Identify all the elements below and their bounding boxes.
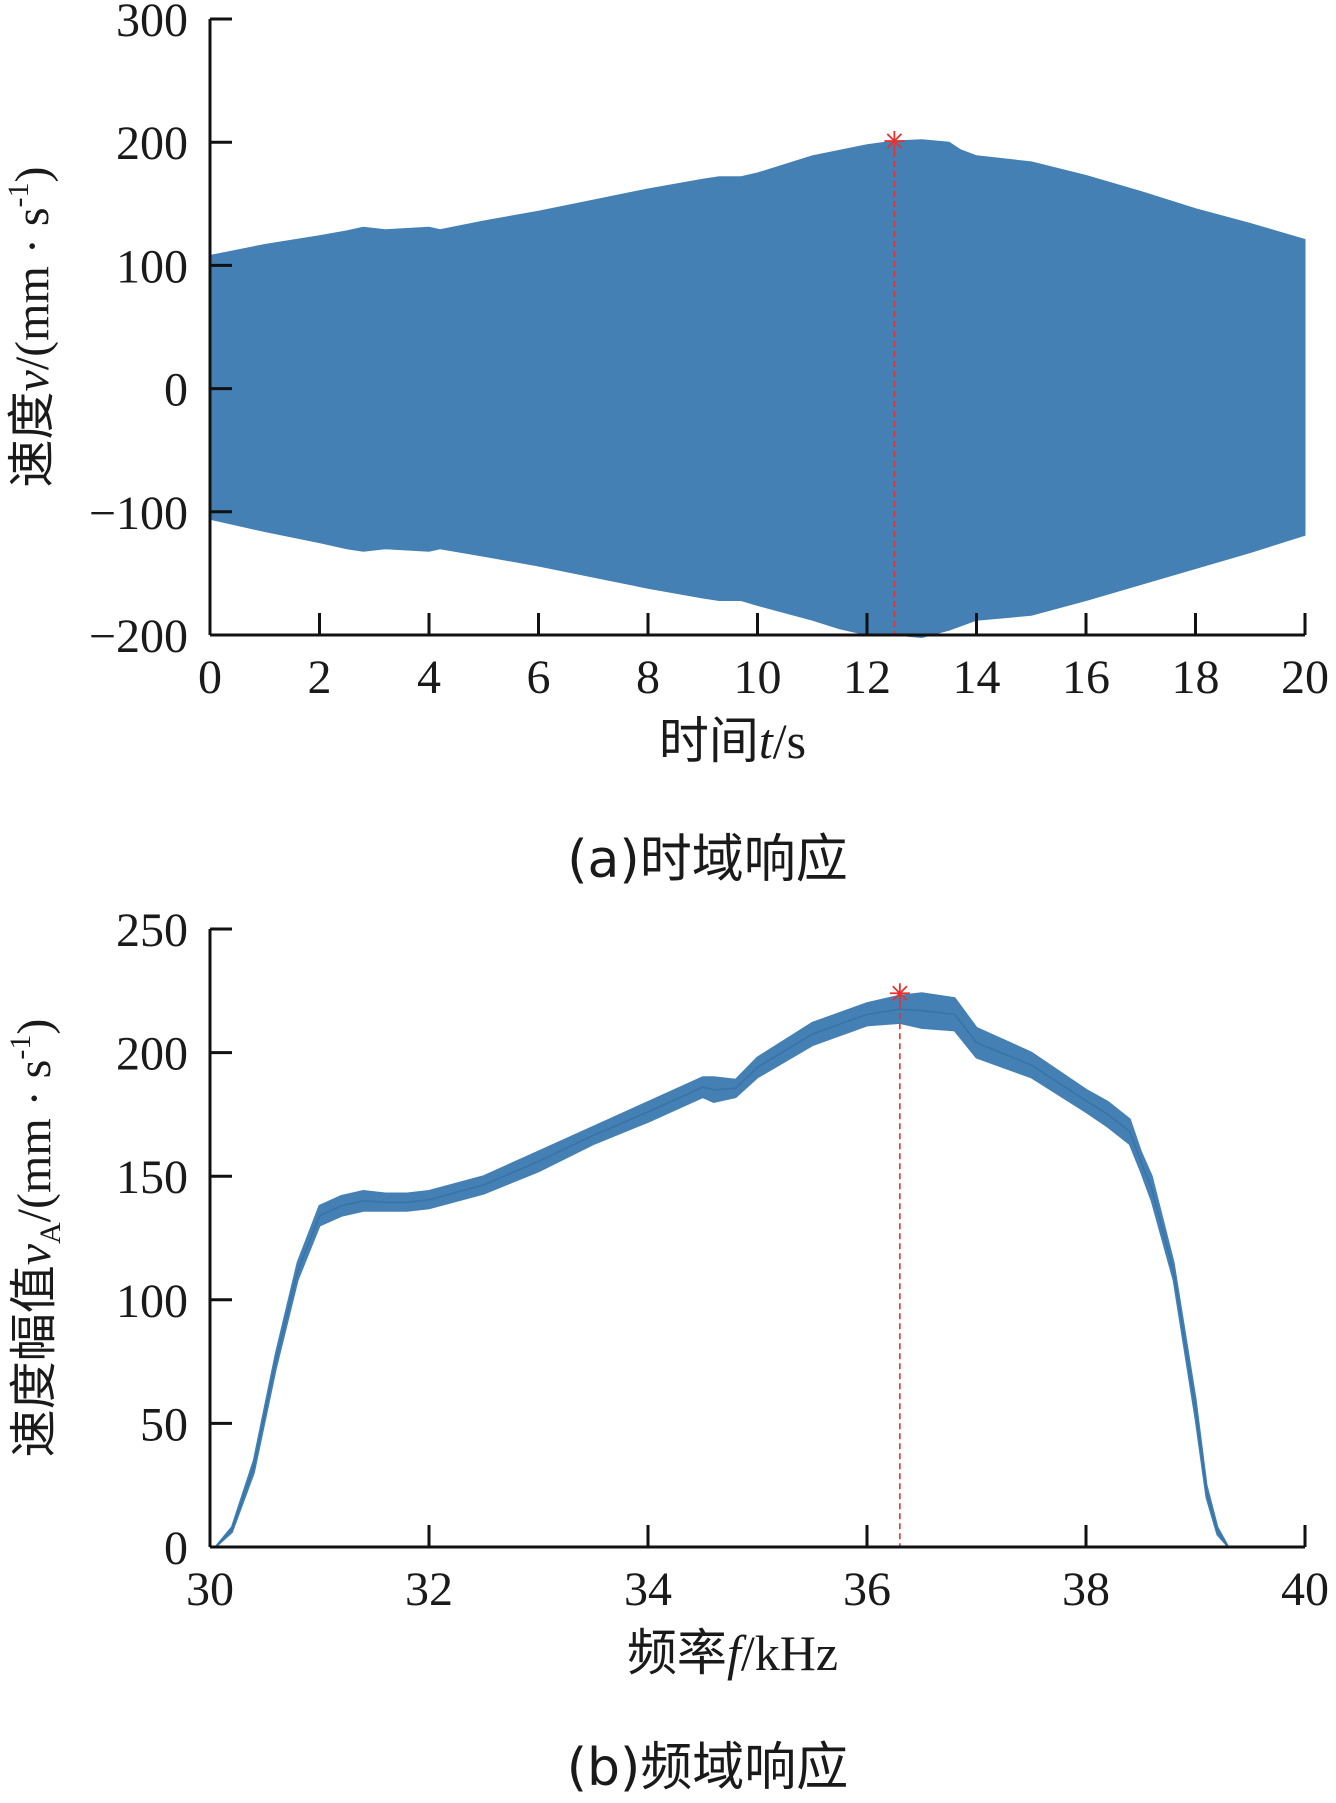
y-axis-label-unit: /(mm · s: [6, 208, 59, 371]
series-area: [214, 992, 1230, 1548]
x-tick-label: 32: [405, 1563, 453, 1616]
panel-caption: (b)频域响应: [567, 1738, 849, 1798]
x-axis-label: 频率f/kHz: [627, 1624, 838, 1682]
y-tick-label: 300: [116, 0, 188, 47]
y-axis-label-var: v: [6, 369, 59, 391]
series-area: [209, 139, 1306, 639]
y-axis-label-close: ): [8, 1019, 61, 1035]
y-axis-label-sub: A: [34, 1222, 67, 1244]
y-axis-label-text: 速度幅值: [6, 1265, 62, 1457]
panel-caption: (a)时域响应: [567, 830, 847, 890]
y-axis-label-close: ): [6, 167, 59, 183]
y-axis-label-var: v: [8, 1243, 61, 1265]
peak-marker-stroke: [886, 133, 903, 149]
x-axis-label-text: 时间: [659, 712, 759, 770]
y-tick-label: 0: [164, 364, 188, 417]
x-tick-label: 10: [734, 651, 782, 704]
x-axis-label-unit: /kHz: [741, 1625, 838, 1681]
peak-marker-star: [889, 983, 910, 1004]
x-tick-label: 38: [1062, 1563, 1110, 1616]
chart-panel-a: −200 −100 0 100 200 300 0 2 4 6 8 10 12 14 16 18 20 时间t/s…: [2, 0, 1329, 890]
y-tick-label: 200: [116, 1028, 188, 1081]
y-axis-label: 速度v/(mm · s-1): [2, 167, 60, 488]
x-tick-label: 0: [198, 651, 222, 704]
y-tick-label: 150: [116, 1151, 188, 1204]
x-tick-label: 6: [527, 651, 551, 704]
y-axis-label-exp: -1: [2, 183, 35, 208]
peak-marker-star: [884, 130, 905, 151]
x-tick-label: 16: [1062, 651, 1110, 704]
y-tick-label: −200: [89, 610, 188, 663]
x-tick-label: 18: [1172, 651, 1220, 704]
x-tick-label: 8: [636, 651, 660, 704]
y-tick-label: 200: [116, 117, 188, 170]
chart-panel-b: 0 50 100 150 200 250 30 32 34 36 38 40 频率f/kHz 速度幅值vA…: [4, 904, 1329, 1798]
y-axis-label-text: 速度: [4, 391, 60, 487]
y-tick-label: 50: [140, 1398, 188, 1451]
x-tick-label: 12: [843, 651, 891, 704]
y-tick-label: 250: [116, 904, 188, 957]
y-axis-label: 速度幅值vA/(mm · s-1): [4, 1019, 67, 1458]
x-tick-label: 20: [1281, 651, 1329, 704]
x-axis-label-text: 频率: [627, 1624, 727, 1682]
x-axis-label: 时间t/s: [659, 712, 806, 770]
y-tick-label: 0: [164, 1522, 188, 1575]
y-tick-label: 100: [116, 1275, 188, 1328]
x-tick-label: 34: [624, 1563, 672, 1616]
x-tick-label: 30: [186, 1563, 234, 1616]
x-tick-label: 2: [308, 651, 332, 704]
x-tick-label: 36: [843, 1563, 891, 1616]
y-tick-label: 100: [116, 240, 188, 293]
x-tick-label: 14: [953, 651, 1001, 704]
x-axis-label-unit: /s: [773, 713, 806, 769]
x-tick-label: 40: [1281, 1563, 1329, 1616]
x-tick-label: 4: [417, 651, 441, 704]
x-axis-label-var: t: [759, 713, 774, 769]
y-axis-label-exp: -1: [4, 1035, 37, 1060]
y-tick-label: −100: [89, 487, 188, 540]
y-axis-label-unit: /(mm · s: [8, 1060, 61, 1223]
peak-marker-stroke: [892, 985, 908, 1001]
series-line: [214, 1008, 1229, 1548]
